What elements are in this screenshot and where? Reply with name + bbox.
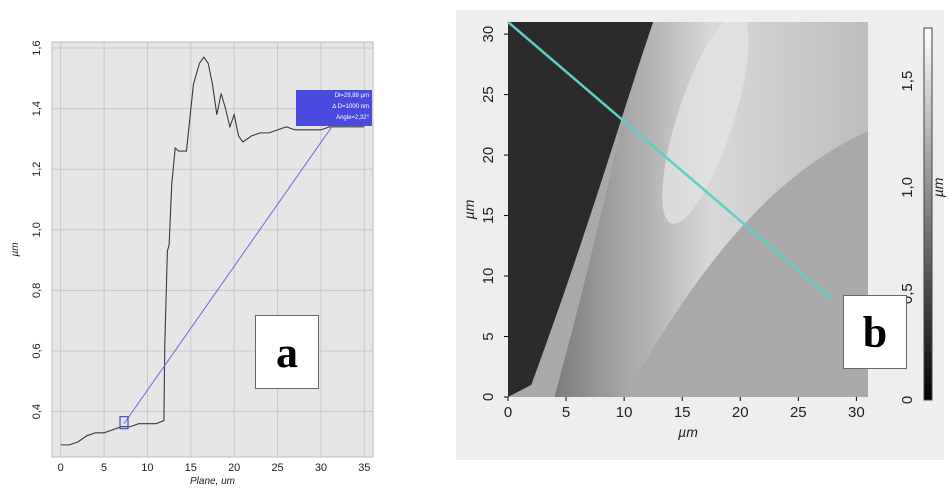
x-tick-label: 0 [504, 404, 512, 421]
x-tick-label: 25 [790, 404, 807, 421]
y-axis-label: µm [10, 242, 21, 256]
colorbar-tick-label: 0 [899, 396, 916, 404]
y-tick-label: 1,2 [31, 162, 43, 177]
x-tick-label: 25 [271, 462, 283, 474]
colorbar [923, 27, 933, 401]
panel-b-height-map: 0 5 10 15 20 25 30 0 5 10 15 20 25 30 µm µm 0 0,5 1,0 1,5 µm… [450, 0, 949, 489]
x-tick-label: 10 [141, 462, 153, 474]
profile-cut-line [507, 21, 834, 302]
x-tick-label: 15 [185, 462, 197, 474]
profile-annotation-box: Dl=29,88 µm ∆ D=1000 nm Angle=2,32° [296, 90, 372, 126]
x-tick-label: 20 [732, 404, 749, 421]
x-axis-label: µm [678, 424, 698, 440]
y-tick-label: 20 [480, 147, 497, 164]
annotation-distance: Dl=29,88 µm [334, 93, 369, 99]
y-tick-label: 5 [480, 332, 497, 340]
y-tick-label: 1,0 [31, 222, 43, 237]
profile-chart-svg: 0 5 10 15 20 25 30 35 0,4 0,6 0,8 1,0 1,2 1,4 1,6 Plane… [10, 40, 374, 487]
y-axis-label: µm [461, 199, 477, 219]
height-profile-line [60, 56, 365, 446]
measurement-line [123, 123, 335, 424]
x-tick-label: 30 [315, 462, 327, 474]
y-tick-label: 15 [480, 207, 497, 224]
annotation-angle: Angle=2,32° [336, 115, 369, 121]
colorbar-tick-label: 1,5 [899, 71, 916, 92]
y-tick-label: 10 [480, 268, 497, 285]
x-tick-label: 5 [562, 404, 570, 421]
height-map-image [508, 22, 868, 397]
panel-label-a: a [255, 315, 319, 389]
x-tick-label: 30 [848, 404, 865, 421]
colorbar-label: µm [930, 177, 946, 197]
x-tick-label: 35 [358, 462, 370, 474]
x-axis-label: Plane, um [190, 476, 235, 487]
map-rim-band [554, 22, 868, 397]
y-tick-label: 0,6 [31, 343, 43, 358]
x-tick-label: 0 [58, 462, 64, 474]
x-tick-label: 20 [228, 462, 240, 474]
panel-a-profile-chart: 0 5 10 15 20 25 30 35 0,4 0,6 0,8 1,0 1,2 1,4 1,6 Plane… [0, 0, 380, 489]
y-tick-label: 25 [480, 86, 497, 103]
measurement-start-marker [119, 416, 129, 430]
y-tick-label: 0 [480, 393, 497, 401]
y-tick-label: 0,4 [31, 404, 43, 419]
y-tick-label: 0,8 [31, 283, 43, 298]
panel-label-b: b [843, 295, 907, 369]
x-tick-label: 5 [101, 462, 107, 474]
y-tick-label: 1,4 [31, 101, 43, 116]
y-tick-label: 30 [480, 26, 497, 43]
x-tick-label: 15 [674, 404, 691, 421]
x-tick-label: 10 [616, 404, 633, 421]
colorbar-tick-label: 1,0 [899, 177, 916, 198]
y-tick-label: 1,6 [31, 40, 43, 55]
annotation-height-delta: ∆ D=1000 nm [332, 104, 369, 110]
